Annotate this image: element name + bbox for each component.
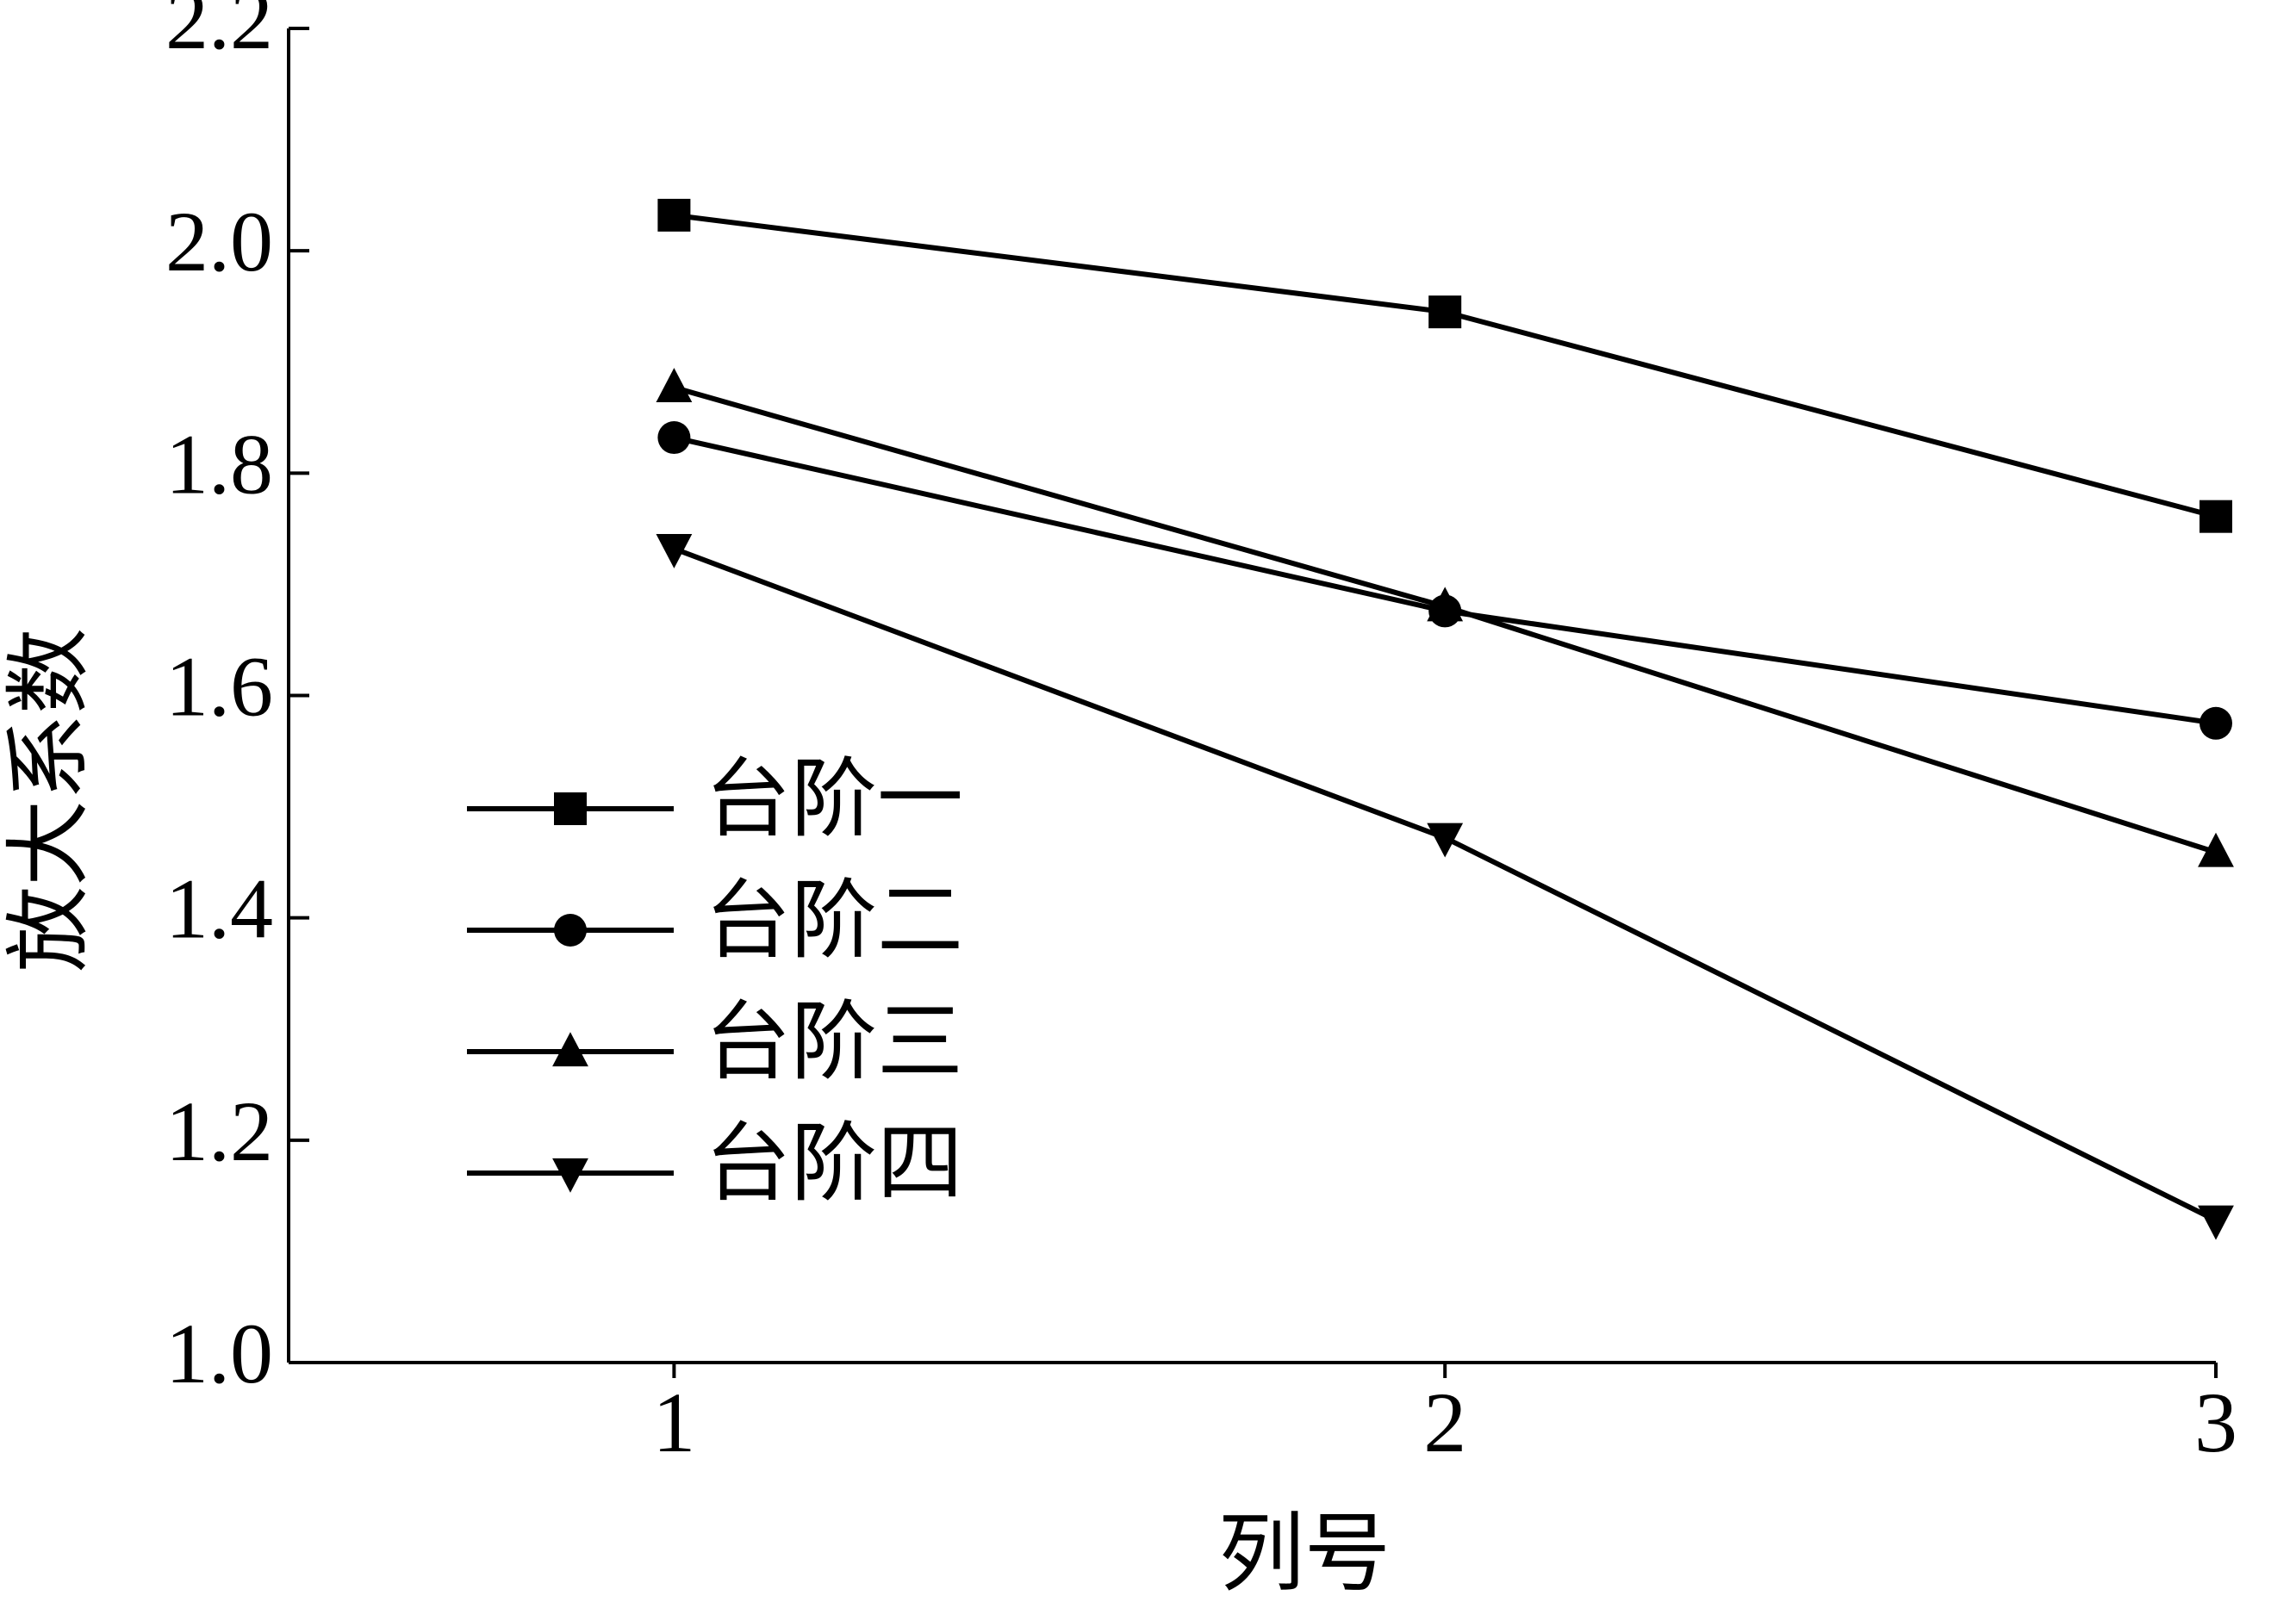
data-point: [1427, 587, 1464, 622]
y-tick-label: 1.6: [165, 638, 273, 734]
data-point: [657, 198, 691, 232]
series-line: [674, 212, 2217, 519]
data-point: [1428, 295, 1462, 329]
legend-marker: [554, 914, 587, 947]
x-axis-label: 列号: [1218, 1506, 1391, 1602]
y-axis-label: 放大系数: [2, 628, 97, 972]
legend-label: 台阶一: [705, 752, 963, 848]
data-point: [656, 368, 693, 403]
y-tick-label: 1.4: [165, 861, 273, 957]
y-tick-label: 2.0: [165, 194, 273, 289]
data-point: [657, 421, 691, 455]
data-point: [1427, 823, 1464, 858]
legend-marker: [552, 1158, 588, 1193]
data-point: [2198, 1205, 2234, 1240]
y-tick-label: 1.0: [165, 1306, 273, 1401]
legend-label: 台阶四: [705, 1116, 963, 1212]
data-point: [656, 534, 693, 568]
legend-marker: [552, 1032, 588, 1067]
legend-marker: [554, 792, 587, 825]
x-tick-label: 3: [2194, 1375, 2237, 1470]
y-tick-label: 1.8: [165, 416, 273, 512]
data-point: [2200, 500, 2232, 533]
y-tick-label: 2.2: [165, 0, 273, 67]
x-tick-label: 1: [652, 1375, 695, 1470]
series-line: [673, 435, 2217, 726]
legend-label: 台阶二: [705, 873, 963, 969]
y-tick-label: 1.2: [165, 1084, 273, 1179]
x-tick-label: 2: [1423, 1375, 1466, 1470]
legend-label: 台阶三: [705, 995, 963, 1090]
data-point: [2198, 832, 2234, 867]
data-point: [2200, 706, 2232, 740]
